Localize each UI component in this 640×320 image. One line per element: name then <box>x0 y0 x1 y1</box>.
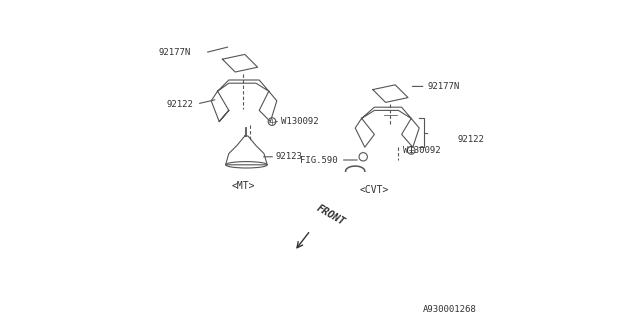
Text: W130092: W130092 <box>403 146 441 155</box>
Text: A930001268: A930001268 <box>423 305 477 314</box>
Text: 92177N: 92177N <box>158 48 191 57</box>
Text: 92177N: 92177N <box>428 82 460 91</box>
Text: 92122: 92122 <box>167 100 193 108</box>
Text: <CVT>: <CVT> <box>360 185 389 196</box>
Text: 92122: 92122 <box>458 135 484 144</box>
Text: FIG.590: FIG.590 <box>300 156 338 164</box>
Text: 92123: 92123 <box>276 152 303 161</box>
Text: FRONT: FRONT <box>316 203 348 227</box>
Text: <MT>: <MT> <box>232 180 255 191</box>
Text: W130092: W130092 <box>281 117 319 126</box>
